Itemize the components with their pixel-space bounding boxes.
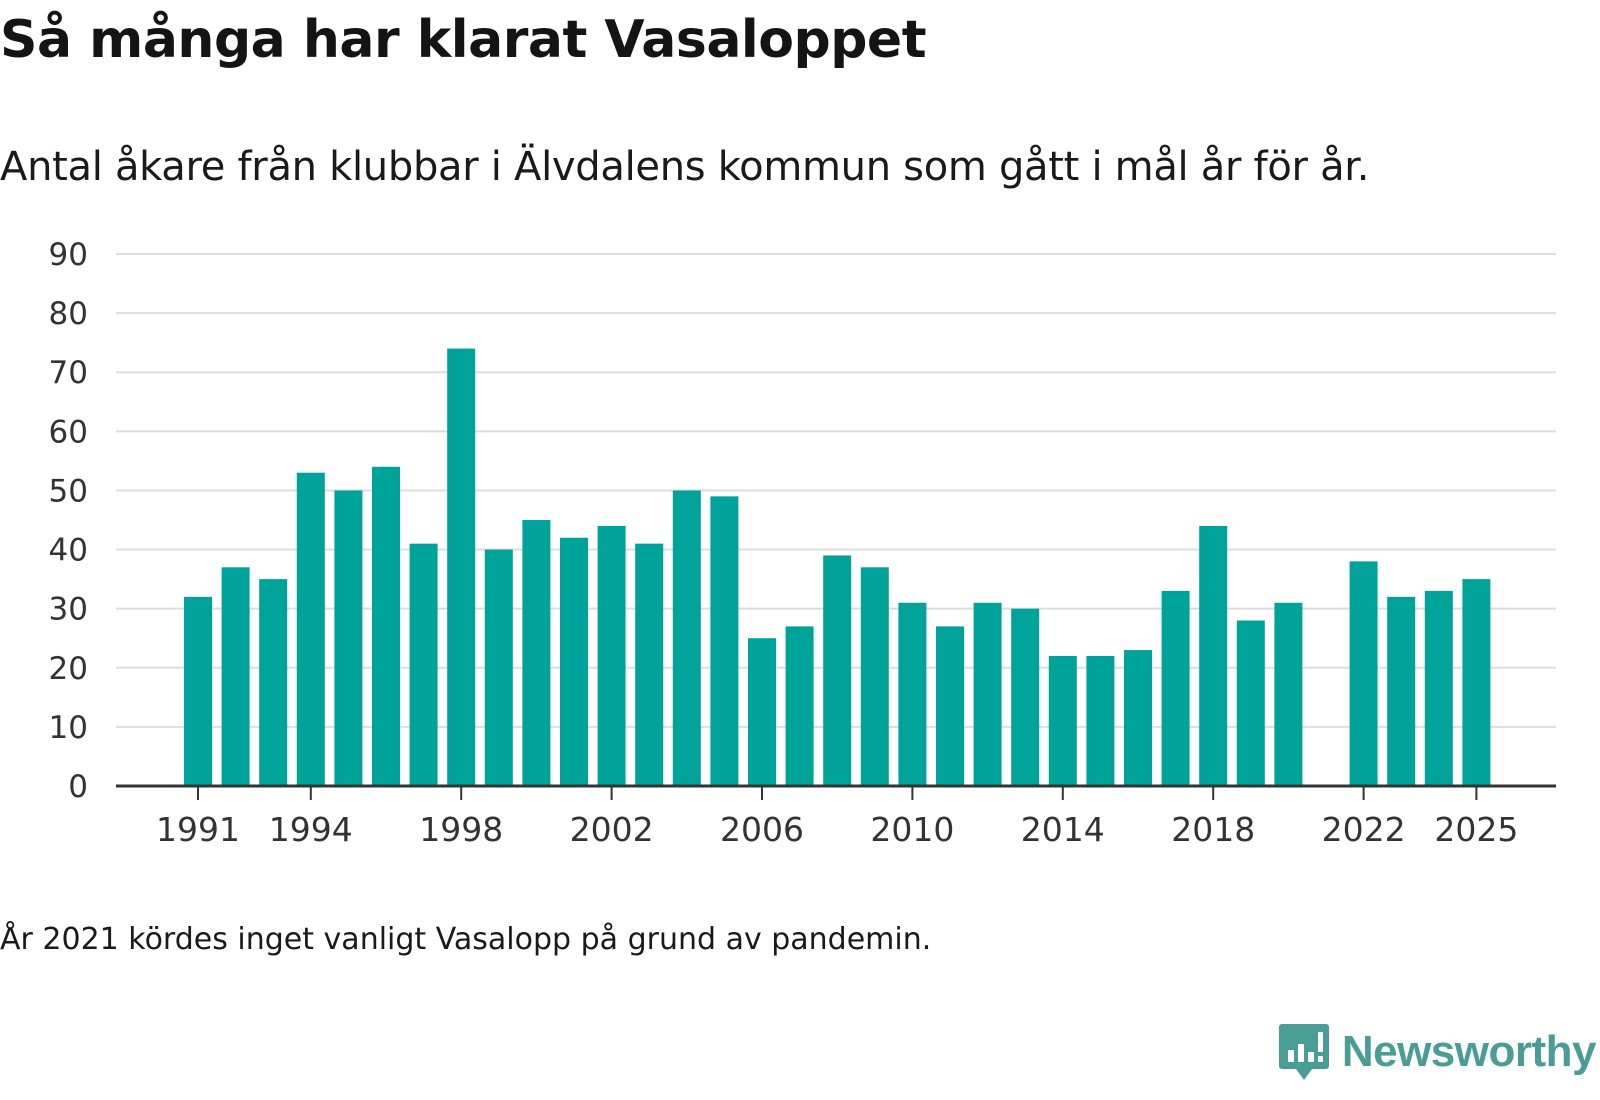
brand-name: Newsworthy — [1341, 1027, 1597, 1076]
bar-2009 — [860, 567, 889, 786]
x-tick-label: 2025 — [1434, 810, 1518, 849]
bar-1998 — [447, 348, 476, 786]
x-tick-label: 1994 — [269, 810, 353, 849]
y-tick-label: 40 — [49, 533, 88, 569]
bar-1996 — [372, 466, 400, 786]
chart-title: Så många har klarat Vasaloppet — [0, 10, 927, 70]
bar-1993 — [259, 579, 288, 786]
bar-2013 — [1011, 608, 1040, 786]
x-tick-label: 2018 — [1171, 810, 1255, 849]
brand-logo-link[interactable]: Newsworthy — [1278, 1022, 1597, 1082]
y-tick-label: 90 — [49, 237, 88, 273]
bar-1991 — [184, 596, 212, 786]
bar-2020 — [1274, 602, 1303, 786]
bar-2004 — [672, 490, 701, 786]
bar-2011 — [936, 626, 964, 786]
bar-2005 — [710, 496, 739, 786]
y-tick-label: 0 — [68, 769, 88, 805]
bar-1994 — [296, 472, 325, 786]
bar-2022 — [1349, 561, 1378, 786]
bar-2001 — [560, 537, 588, 786]
x-tick-label: 2022 — [1322, 810, 1406, 849]
bar-1992 — [221, 567, 250, 786]
bar-chart: 0 10 20 30 40 50 60 70 80 90 1991 1994 1998 2002 2006… — [49, 237, 1556, 849]
bar-2002 — [597, 525, 626, 786]
y-axis-ticks: 0 10 20 30 40 50 60 70 80 90 — [49, 237, 88, 805]
bar-2025 — [1462, 579, 1491, 786]
x-axis: 1991 1994 1998 2002 2006 2010 2014 2018 2022 2025 — [116, 784, 1556, 849]
bar-2003 — [635, 543, 664, 786]
bar-2019 — [1236, 620, 1265, 786]
footnote: År 2021 kördes inget vanligt Vasalopp på… — [0, 922, 932, 957]
bar-2017 — [1161, 590, 1190, 786]
bar-2018 — [1199, 525, 1228, 786]
y-tick-label: 20 — [49, 651, 88, 687]
bar-2016 — [1124, 650, 1152, 786]
x-tick-label: 2014 — [1021, 810, 1105, 849]
x-tick-label: 1991 — [156, 810, 240, 849]
bars — [184, 348, 1491, 786]
bar-2000 — [522, 520, 551, 786]
bar-2010 — [898, 602, 927, 786]
x-tick-label: 1998 — [419, 810, 503, 849]
bar-2006 — [748, 638, 776, 786]
y-tick-label: 10 — [49, 710, 88, 746]
x-tick-label: 2010 — [870, 810, 954, 849]
bar-2007 — [785, 626, 814, 786]
bar-2014 — [1048, 655, 1077, 786]
bar-2012 — [973, 602, 1002, 786]
chart-subtitle: Antal åkare från klubbar i Älvdalens kom… — [0, 144, 1370, 190]
bar-1997 — [409, 543, 438, 786]
x-tick-label: 2006 — [720, 810, 804, 849]
y-tick-label: 80 — [49, 296, 88, 332]
newsworthy-logo-icon — [1278, 1024, 1329, 1080]
y-tick-label: 30 — [49, 592, 88, 628]
y-tick-label: 70 — [49, 355, 88, 391]
bar-2008 — [823, 555, 852, 786]
y-tick-label: 50 — [49, 473, 88, 509]
y-tick-label: 60 — [49, 414, 88, 450]
x-tick-label: 2002 — [570, 810, 654, 849]
bar-2024 — [1424, 590, 1453, 786]
bar-2023 — [1387, 596, 1416, 786]
bar-1995 — [334, 490, 363, 786]
bar-2015 — [1086, 655, 1115, 786]
bar-1999 — [484, 549, 513, 786]
